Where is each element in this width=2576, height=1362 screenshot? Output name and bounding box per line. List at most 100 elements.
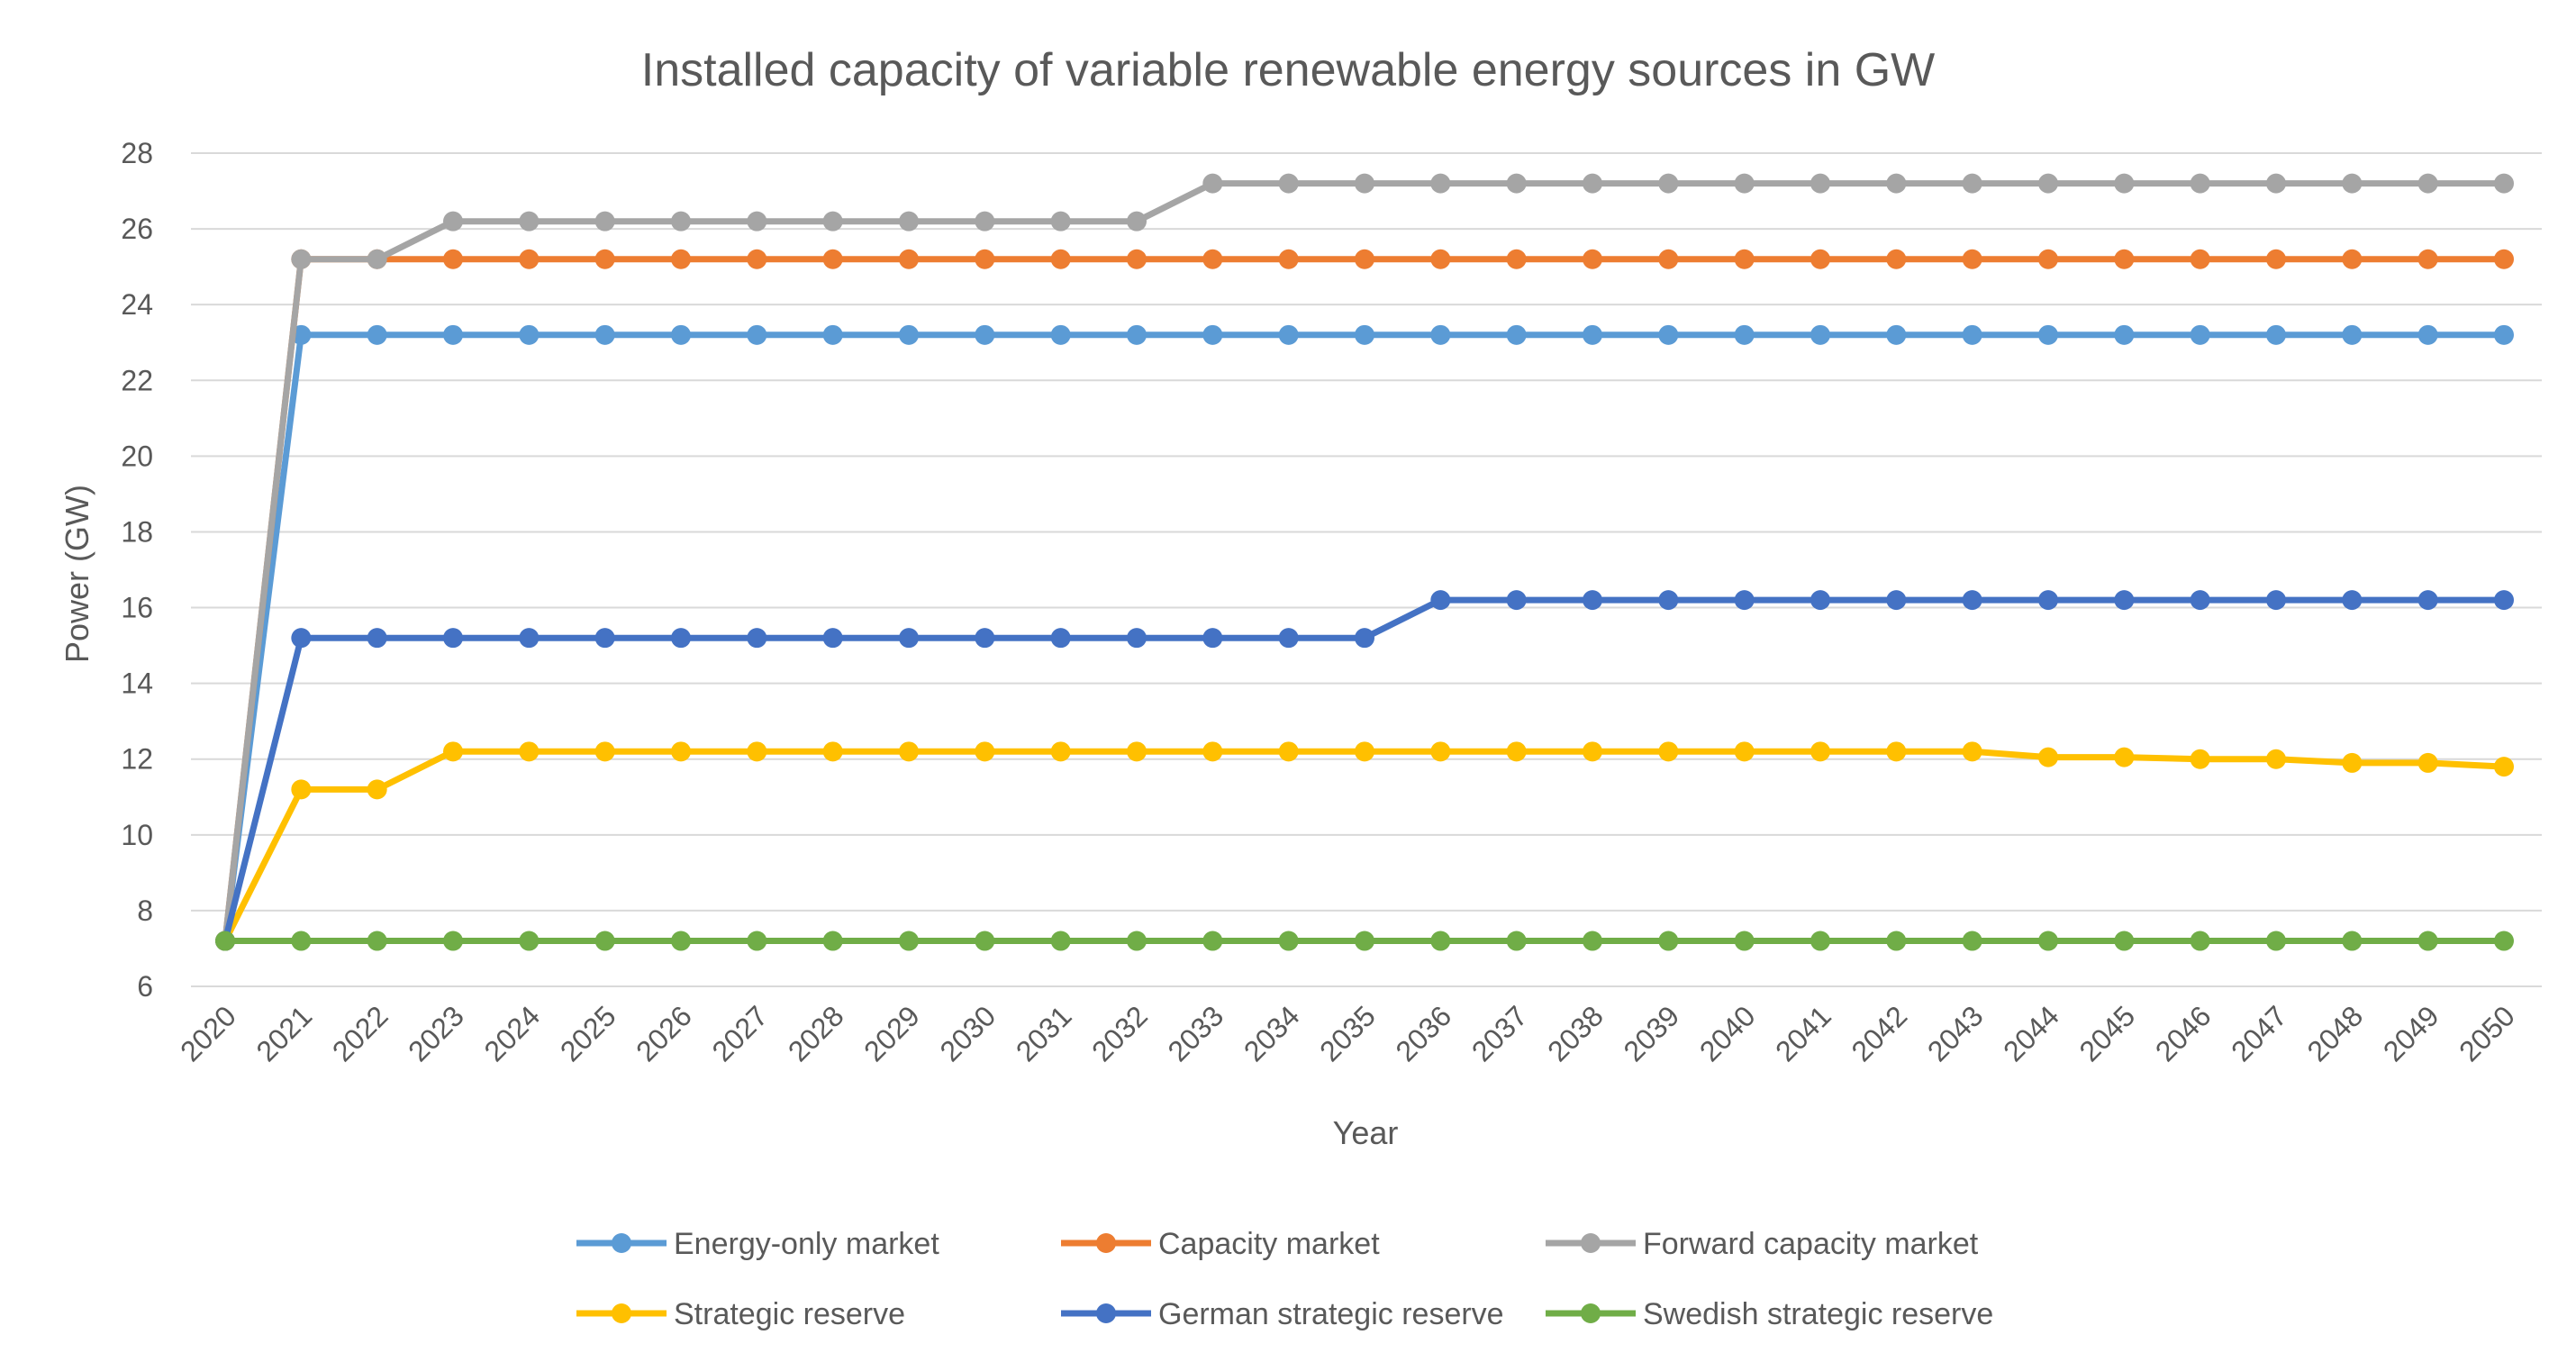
y-tick-label: 6 <box>137 970 153 1003</box>
data-point <box>975 324 995 345</box>
data-point <box>1202 249 1223 269</box>
legend-swatch-marker <box>1581 1303 1601 1323</box>
data-point <box>2190 324 2210 345</box>
legend-item: German strategic reserve <box>1061 1297 1504 1331</box>
data-point <box>899 741 919 762</box>
data-point <box>822 211 843 232</box>
data-point <box>2342 752 2363 773</box>
x-tick-label: 2048 <box>2300 999 2369 1067</box>
y-tick-label: 20 <box>121 440 153 472</box>
data-point <box>1127 324 1147 345</box>
data-point <box>519 324 540 345</box>
data-point <box>671 324 691 345</box>
data-point <box>2494 931 2514 951</box>
legend-item: Strategic reserve <box>576 1297 905 1331</box>
legend-swatch-marker <box>612 1303 631 1323</box>
data-point <box>2190 931 2210 951</box>
data-point <box>1886 249 1907 269</box>
data-point <box>2417 931 2438 951</box>
data-point <box>519 931 540 951</box>
x-tick-label: 2042 <box>1845 999 1913 1067</box>
y-tick-label: 28 <box>121 137 153 169</box>
data-point <box>1886 173 1907 194</box>
data-point <box>443 211 463 232</box>
data-point <box>2342 173 2363 194</box>
legend-label: Strategic reserve <box>674 1297 905 1331</box>
data-point <box>2342 590 2363 611</box>
data-point <box>594 324 615 345</box>
data-point <box>2494 757 2514 777</box>
data-point <box>1886 741 1907 762</box>
data-point <box>747 249 767 269</box>
data-point <box>519 741 540 762</box>
series-line <box>222 596 2508 944</box>
x-tick-label: 2046 <box>2149 999 2218 1067</box>
x-tick-label: 2024 <box>477 999 546 1067</box>
x-tick-label: 2035 <box>1313 999 1382 1067</box>
data-point <box>1658 173 1679 194</box>
data-point <box>443 741 463 762</box>
data-point <box>1202 931 1223 951</box>
legend-swatch-marker <box>1096 1303 1116 1323</box>
data-point <box>367 931 387 951</box>
data-point <box>594 211 615 232</box>
data-point <box>594 931 615 951</box>
data-point <box>367 324 387 345</box>
data-point <box>367 779 387 800</box>
x-tick-label: 2023 <box>402 999 470 1067</box>
x-tick-label: 2044 <box>1997 999 2065 1067</box>
x-tick-label: 2036 <box>1389 999 1457 1067</box>
data-point <box>1278 173 1299 194</box>
data-point <box>2266 173 2286 194</box>
data-point <box>594 249 615 269</box>
legend-swatch-marker <box>612 1233 631 1253</box>
data-point <box>2266 324 2286 345</box>
data-point <box>1658 324 1679 345</box>
gridlines <box>191 152 2542 987</box>
data-point <box>1734 173 1755 194</box>
legend-swatch-marker <box>1581 1233 1601 1253</box>
data-point <box>1734 931 1755 951</box>
x-tick-label: 2029 <box>857 999 926 1067</box>
legend-label: Swedish strategic reserve <box>1643 1297 1993 1331</box>
legend-item: Forward capacity market <box>1546 1227 1979 1261</box>
data-point <box>975 211 995 232</box>
data-point <box>1962 249 1982 269</box>
data-point <box>822 324 843 345</box>
data-point <box>1658 590 1679 611</box>
y-tick-label: 26 <box>121 213 153 245</box>
x-tick-label: 2045 <box>2073 999 2141 1067</box>
legend-label: Capacity market <box>1158 1227 1380 1261</box>
data-point <box>2114 931 2135 951</box>
data-point <box>1506 249 1527 269</box>
y-tick-label: 16 <box>121 592 153 624</box>
data-point <box>2342 931 2363 951</box>
data-point <box>1506 590 1527 611</box>
series-strategic-reserve <box>215 741 2514 951</box>
data-point <box>975 628 995 649</box>
data-point <box>1810 173 1830 194</box>
x-tick-label: 2021 <box>249 999 318 1067</box>
data-point <box>1355 249 1374 269</box>
data-point <box>1050 628 1071 649</box>
data-point <box>671 628 691 649</box>
data-point <box>1810 324 1830 345</box>
data-point <box>1962 173 1982 194</box>
data-point <box>2494 249 2514 269</box>
data-point <box>671 211 691 232</box>
data-point <box>1355 324 1374 345</box>
data-point <box>1127 931 1147 951</box>
x-tick-label: 2039 <box>1617 999 1685 1067</box>
data-point <box>1583 931 1602 951</box>
data-point <box>2190 249 2210 269</box>
data-point <box>1278 324 1299 345</box>
data-point <box>291 628 312 649</box>
data-point <box>1430 324 1451 345</box>
data-point <box>2038 590 2058 611</box>
x-tick-label: 2047 <box>2225 999 2293 1067</box>
x-tick-label: 2028 <box>782 999 850 1067</box>
x-tick-label: 2040 <box>1693 999 1762 1067</box>
data-point <box>1050 324 1071 345</box>
data-point <box>2494 173 2514 194</box>
data-point <box>1202 173 1223 194</box>
